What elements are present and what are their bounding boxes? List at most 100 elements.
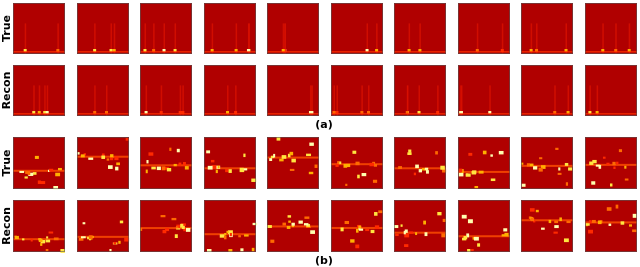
tile-border <box>394 137 446 189</box>
hot-spot <box>403 230 406 235</box>
hot-spot <box>109 49 113 52</box>
heatmap-tile <box>458 200 510 252</box>
hot-spot <box>239 167 244 171</box>
base-line <box>13 113 65 115</box>
hot-spot <box>60 249 65 253</box>
tile-border <box>267 65 319 116</box>
tile-border <box>585 137 637 189</box>
hot-spot <box>504 232 509 237</box>
hot-spot <box>80 154 85 158</box>
hot-spot <box>38 238 43 243</box>
tile-border <box>267 137 319 189</box>
band <box>585 163 637 166</box>
tile-background <box>458 3 510 54</box>
heatmap-tile <box>394 3 446 54</box>
hot-spot <box>53 186 59 190</box>
tile-border <box>77 137 129 189</box>
hot-spot <box>27 171 31 175</box>
hot-spot <box>459 111 463 114</box>
hot-spot <box>143 49 147 52</box>
hot-spot <box>110 154 114 159</box>
hot-spot <box>613 166 616 170</box>
tile-background <box>331 200 383 252</box>
tile-background <box>521 3 573 54</box>
hot-spot <box>112 49 116 52</box>
hot-spot <box>303 223 309 226</box>
hot-spot <box>115 166 119 171</box>
streak <box>628 23 631 54</box>
hot-spot <box>125 138 129 141</box>
band <box>521 219 573 222</box>
hot-spot <box>169 147 172 151</box>
hot-spot <box>140 227 143 231</box>
hot-spot <box>246 49 250 52</box>
hot-spot <box>37 111 41 114</box>
hot-spot <box>185 228 191 232</box>
base-line <box>13 51 65 53</box>
tile-background <box>204 65 256 116</box>
hot-spot <box>408 149 412 153</box>
hot-spot <box>612 161 616 166</box>
streak <box>145 85 148 116</box>
tile-border <box>521 3 573 54</box>
tile-border <box>13 65 65 116</box>
hot-spot <box>529 49 533 52</box>
streak <box>554 85 556 116</box>
hot-spot <box>281 155 287 159</box>
tile-border <box>140 137 192 189</box>
hot-spot <box>407 49 411 52</box>
hot-spot <box>88 157 94 160</box>
heatmap-tile <box>521 200 573 252</box>
hot-spot <box>529 208 535 212</box>
heatmap-tile <box>77 65 129 116</box>
hot-spot <box>632 229 637 233</box>
hot-spot <box>224 235 227 240</box>
hot-spot <box>338 161 342 165</box>
hot-spot <box>49 168 54 172</box>
hot-spot <box>526 163 530 167</box>
tile-border <box>521 137 573 189</box>
tile-border <box>204 137 256 189</box>
hot-spot <box>304 216 310 219</box>
tile-background <box>394 200 446 252</box>
hot-spot <box>618 149 623 153</box>
hot-spot <box>159 111 163 114</box>
hot-spot <box>77 152 80 155</box>
hot-spot <box>421 168 425 171</box>
heatmap-tile <box>585 3 637 54</box>
tile-border <box>204 200 256 252</box>
hot-spot <box>234 49 238 52</box>
heatmap-tile <box>204 137 257 189</box>
hot-spot <box>145 169 148 174</box>
hot-spot <box>345 183 348 186</box>
heatmap-tile <box>331 3 383 54</box>
hot-spot <box>632 213 637 218</box>
hot-spot <box>408 231 413 234</box>
hot-spot <box>424 167 429 170</box>
heatmap-tile <box>267 137 319 189</box>
hot-spot <box>151 166 156 170</box>
hot-spot <box>82 222 86 225</box>
hot-spot <box>615 204 619 209</box>
hot-spot <box>557 172 562 175</box>
hot-spot <box>588 220 592 224</box>
streak <box>235 23 238 54</box>
hot-spot <box>40 181 46 185</box>
streak <box>153 23 155 54</box>
hot-spot <box>344 220 350 224</box>
tile-border <box>331 200 383 252</box>
hot-spot <box>490 154 493 157</box>
hot-spot <box>226 111 230 114</box>
streak <box>615 23 617 54</box>
heatmap-tile <box>140 3 192 54</box>
hot-spot <box>404 244 409 247</box>
hot-spot <box>45 111 49 114</box>
tile-background <box>458 137 510 189</box>
tile-background <box>140 3 192 54</box>
hot-spot <box>374 225 380 229</box>
hot-spot <box>539 157 543 160</box>
hot-spot <box>183 228 186 232</box>
heatmap-tile <box>77 200 130 252</box>
tile-border <box>77 200 129 252</box>
hot-spot <box>163 167 169 170</box>
